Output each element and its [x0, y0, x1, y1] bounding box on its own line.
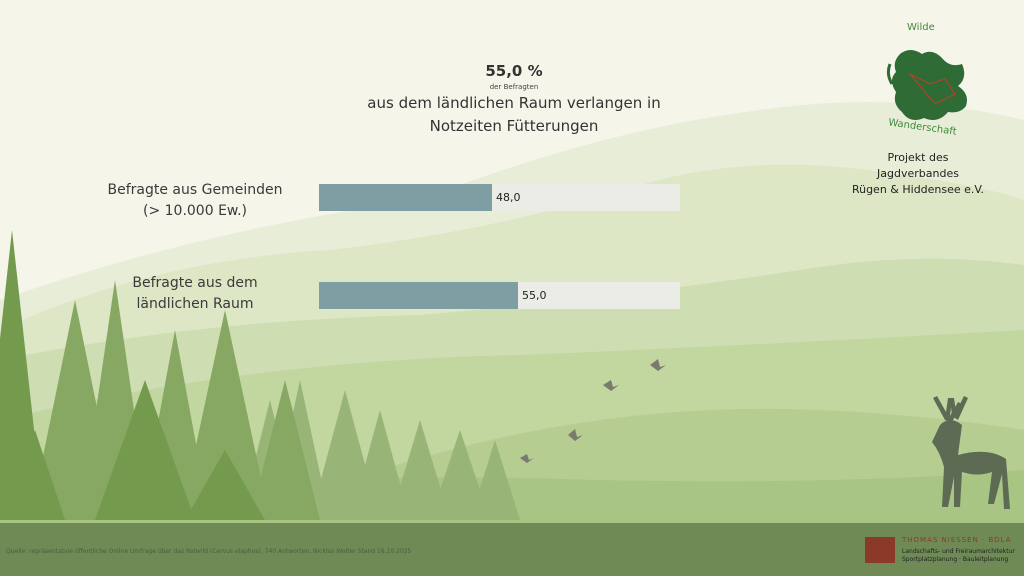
category-label: Befragte aus Gemeinden (> 10.000 Ew.) — [80, 180, 310, 222]
headline-value: 55,0 % — [485, 62, 543, 80]
project-line1: Projekt des — [887, 151, 949, 164]
front-trees — [0, 230, 265, 520]
category-label-line: Befragte aus dem — [132, 275, 258, 291]
chart-headline: 55,0 % der Befragten aus dem ländlichen … — [300, 60, 728, 138]
headline-text-line2: Notzeiten Fütterungen — [429, 117, 599, 135]
category-label-line: Befragte aus Gemeinden — [107, 182, 283, 198]
logo-top-text: Wilde — [907, 22, 935, 33]
headline-subtitle: der Befragten — [489, 83, 539, 91]
category-label-line: (> 10.000 Ew.) — [142, 203, 247, 219]
firm-name: THOMAS NIESSEN · BDLA — [902, 536, 1012, 544]
category-label: Befragte aus dem ländlichen Raum — [80, 273, 310, 315]
data-label: 48,0 — [496, 191, 521, 204]
project-line2: Jagdverbandes — [877, 167, 959, 180]
firm-description: Landschafts- und Freiraumarchitektur Spo… — [902, 548, 1022, 564]
headline-text-line1: aus dem ländlichen Raum verlangen in — [367, 94, 661, 112]
deer-icon — [932, 396, 1010, 509]
project-line3: Rügen & Hiddensee e.V. — [851, 183, 985, 196]
island-map-icon — [886, 50, 967, 120]
firm-logo-mark — [865, 537, 895, 563]
bar — [319, 184, 492, 211]
firm-line1: Landschafts- und Freiraumarchitektur — [902, 548, 1015, 555]
firm-line2: Sportplatzplanung · Bauleitplanung — [902, 556, 1009, 563]
data-label: 55,0 — [522, 289, 547, 302]
category-label-line: ländlichen Raum — [136, 296, 254, 312]
footer-bar — [0, 523, 1024, 576]
source-note: Quelle: repräsentatvie öffentliche Onlin… — [6, 548, 412, 555]
bar — [319, 282, 518, 309]
birds — [520, 359, 666, 463]
project-info: Projekt des Jagdverbandes Rügen & Hidden… — [838, 150, 998, 198]
